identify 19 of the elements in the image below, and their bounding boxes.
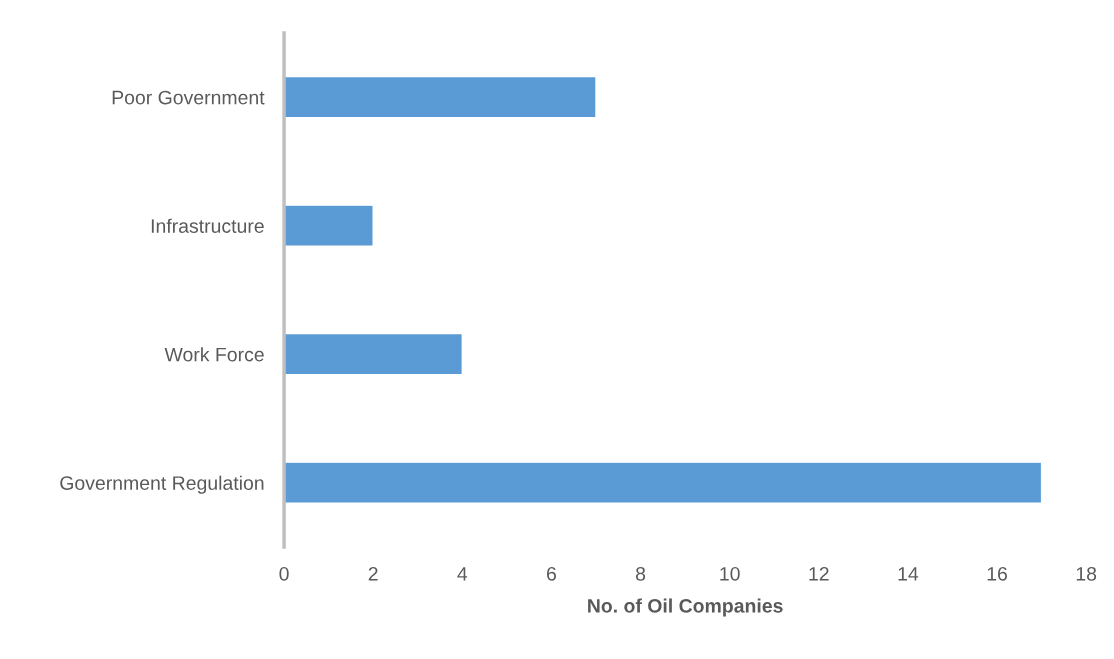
x-tick-label: 2 (368, 566, 378, 581)
bar (284, 75, 597, 119)
bar (284, 461, 1043, 504)
x-tick-label: 8 (635, 566, 646, 581)
bar (284, 332, 464, 376)
x-axis-title: No. of Oil Companies (588, 598, 783, 617)
bar (284, 204, 374, 247)
x-tick-label: 0 (279, 566, 289, 581)
x-tick-label: 4 (457, 567, 468, 581)
y-tick-label: Infrastructure (151, 218, 264, 233)
x-tick-label: 6 (547, 566, 556, 581)
x-tick-label: 12 (809, 566, 829, 581)
x-tick-label: 18 (1076, 566, 1097, 581)
x-tick-label: 10 (720, 566, 740, 581)
y-tick-label: Government Regulation (60, 475, 264, 494)
x-tick-label: 14 (898, 567, 919, 581)
y-tick-label: Work Force (164, 347, 264, 362)
x-tick-label: 16 (987, 566, 1007, 581)
y-tick-label: Poor Government (112, 90, 265, 105)
